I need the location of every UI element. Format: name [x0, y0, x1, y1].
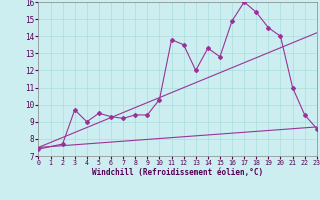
- X-axis label: Windchill (Refroidissement éolien,°C): Windchill (Refroidissement éolien,°C): [92, 168, 263, 177]
